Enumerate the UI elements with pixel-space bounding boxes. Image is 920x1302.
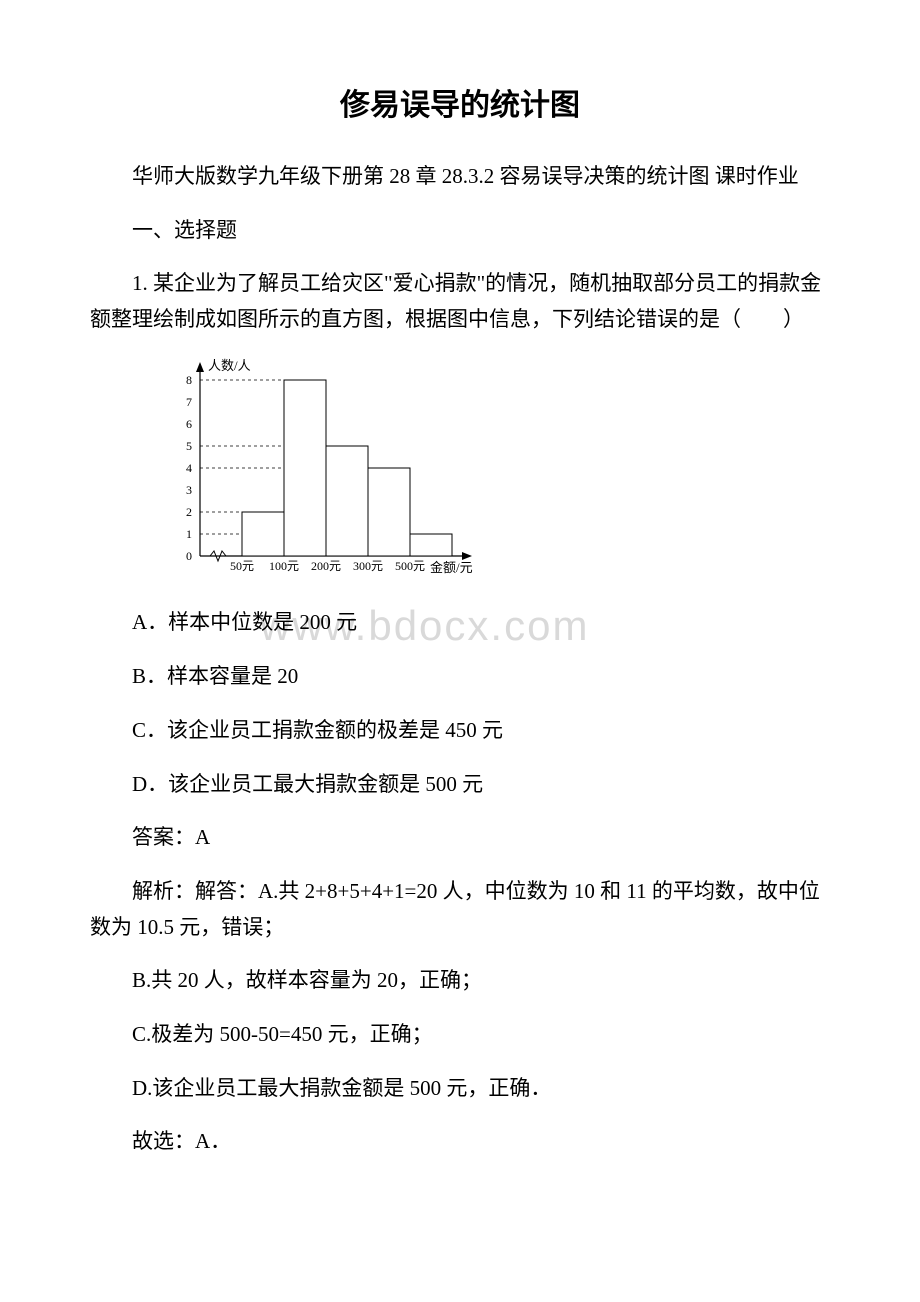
svg-text:人数/人: 人数/人 [208, 358, 251, 373]
explanation-line-0: 解析：解答：A.共 2+8+5+4+1=20 人，中位数为 10 和 11 的平… [90, 874, 830, 945]
svg-text:0: 0 [186, 549, 192, 563]
svg-text:4: 4 [186, 461, 192, 475]
svg-text:100元: 100元 [269, 559, 299, 573]
option-b: B．样本容量是 20 [90, 659, 830, 695]
chart-svg: 人数/人金额/元 0 1 2 3 4 5 6 7 8 50元 100元 200元 300元 500元 [150, 356, 480, 576]
page-title: 俢易误导的统计图 [90, 80, 830, 131]
explanation-line-4: 故选：A． [90, 1124, 830, 1160]
svg-text:8: 8 [186, 373, 192, 387]
svg-text:2: 2 [186, 505, 192, 519]
explanation-line-2: C.极差为 500-50=450 元，正确； [90, 1017, 830, 1053]
option-a: A．样本中位数是 200 元 [90, 605, 830, 641]
subtitle: 华师大版数学九年级下册第 28 章 28.3.2 容易误导决策的统计图 课时作业 [90, 159, 830, 195]
svg-text:300元: 300元 [353, 559, 383, 573]
svg-text:金额/元: 金额/元 [430, 560, 473, 575]
svg-text:200元: 200元 [311, 559, 341, 573]
question-stem: 1. 某企业为了解员工给灾区"爱心捐款"的情况，随机抽取部分员工的捐款金额整理绘… [90, 266, 830, 337]
option-c: C．该企业员工捐款金额的极差是 450 元 [90, 713, 830, 749]
histogram-chart: 人数/人金额/元 0 1 2 3 4 5 6 7 8 50元 100元 200元 300元 500元 [150, 356, 830, 588]
svg-text:50元: 50元 [230, 559, 254, 573]
svg-text:6: 6 [186, 417, 192, 431]
explanation-line-1: B.共 20 人，故样本容量为 20，正确； [90, 963, 830, 999]
svg-text:1: 1 [186, 527, 192, 541]
svg-text:500元: 500元 [395, 559, 425, 573]
option-d: D．该企业员工最大捐款金额是 500 元 [90, 767, 830, 803]
section-heading: 一、选择题 [90, 213, 830, 249]
explanation-line-3: D.该企业员工最大捐款金额是 500 元，正确． [90, 1071, 830, 1107]
svg-text:7: 7 [186, 395, 192, 409]
svg-text:3: 3 [186, 483, 192, 497]
svg-text:5: 5 [186, 439, 192, 453]
answer-label: 答案：A [90, 820, 830, 856]
